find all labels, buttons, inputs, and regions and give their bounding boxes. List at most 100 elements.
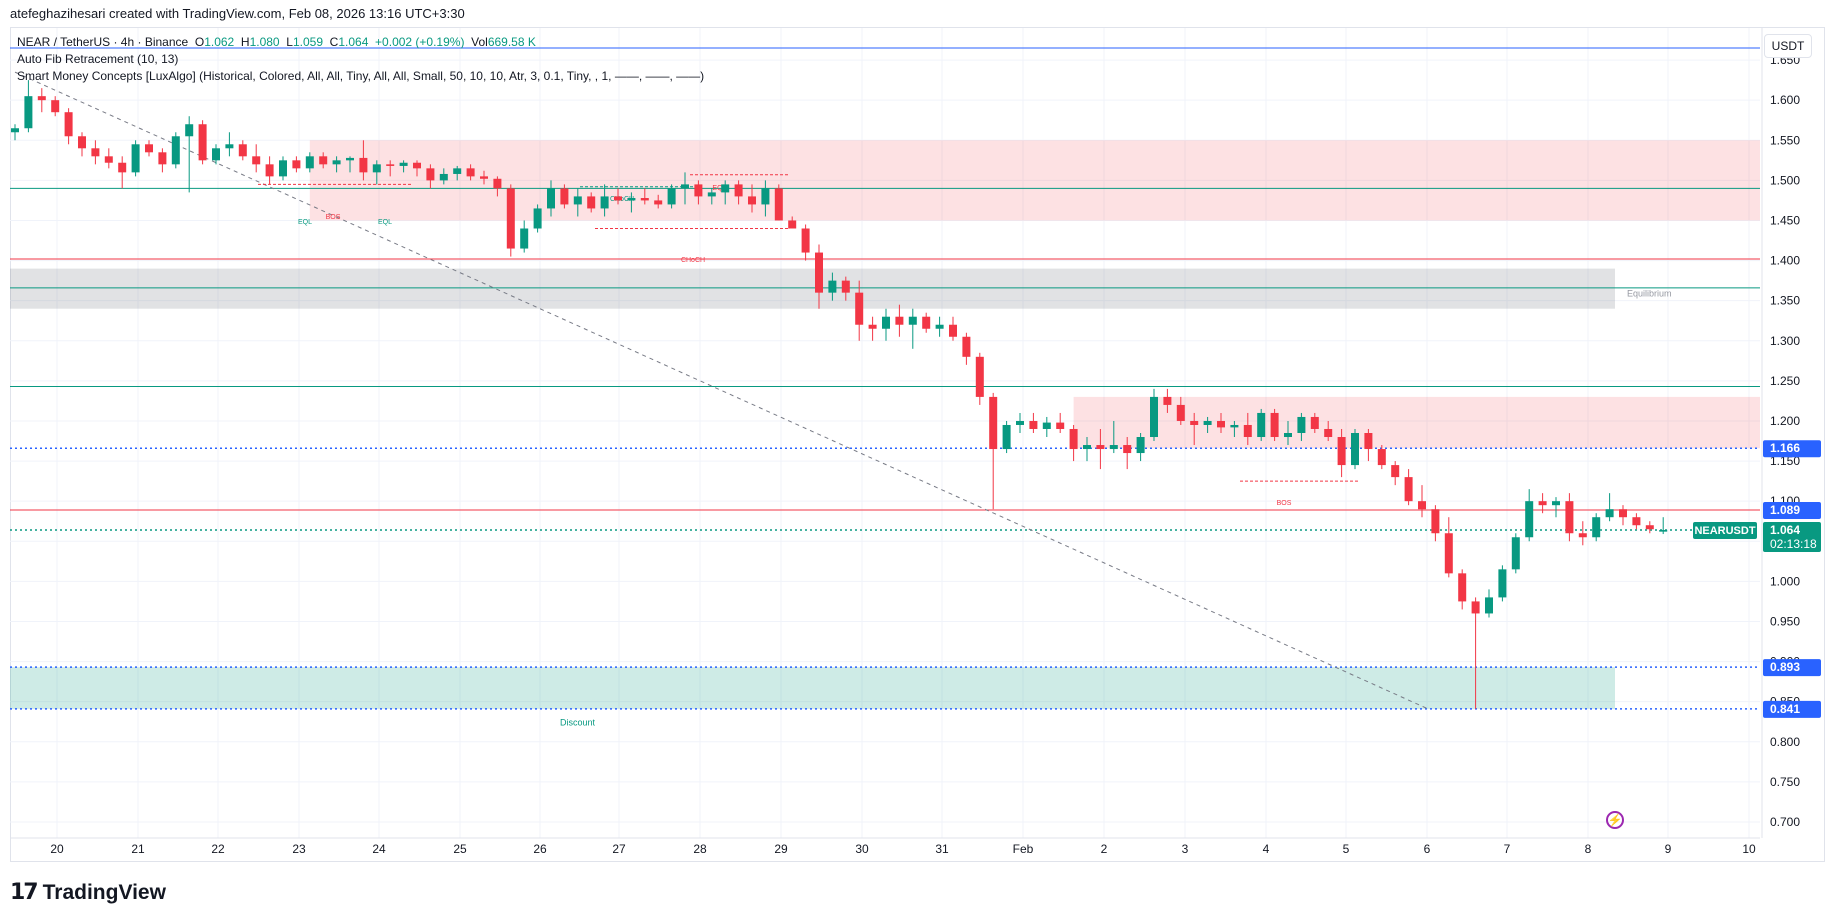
candle-body xyxy=(185,124,194,137)
y-tick-label: 1.400 xyxy=(1770,254,1800,268)
x-tick-label: 5 xyxy=(1343,842,1350,856)
candle-body xyxy=(91,148,100,157)
candle-body xyxy=(1096,445,1105,450)
candle-body xyxy=(413,162,421,169)
x-tick-label: 9 xyxy=(1665,842,1672,856)
candle-body xyxy=(1230,424,1239,428)
candle-body xyxy=(815,252,823,293)
chart-legend: NEAR / TetherUS · 4h · Binance O1.062 H1… xyxy=(17,34,704,85)
candle-body xyxy=(1150,396,1158,438)
candle-body xyxy=(654,200,663,205)
y-tick-label: 0.800 xyxy=(1770,735,1800,749)
candle-body xyxy=(1042,422,1051,429)
candle-body xyxy=(1391,465,1400,478)
candle-body xyxy=(694,184,703,197)
candle-body xyxy=(908,316,917,325)
candle-body xyxy=(265,164,274,177)
x-tick-label: 29 xyxy=(774,842,788,856)
price-tag-countdown: 02:13:18 xyxy=(1770,537,1817,551)
flash-icon[interactable]: ⚡ xyxy=(1606,811,1624,829)
candle-body xyxy=(855,292,864,325)
candle-body xyxy=(1029,420,1038,429)
change-value: +0.002 (+0.19%) xyxy=(375,35,465,49)
candle-body xyxy=(1511,537,1520,570)
x-tick-label: 6 xyxy=(1424,842,1431,856)
indicator-smc[interactable]: Smart Money Concepts [LuxAlgo] (Historic… xyxy=(17,69,705,83)
candle-body xyxy=(1257,412,1266,438)
candle-body xyxy=(774,188,783,221)
candle-body xyxy=(11,128,19,133)
symbol-title[interactable]: NEAR / TetherUS · 4h · Binance xyxy=(17,35,189,49)
y-tick-label: 1.300 xyxy=(1770,334,1800,348)
candle-body xyxy=(828,280,837,293)
candle-body xyxy=(1163,396,1172,405)
candle-body xyxy=(238,144,247,157)
y-tick-label: 1.500 xyxy=(1770,173,1800,187)
equilibrium-zone xyxy=(10,268,1615,309)
x-tick-label: 24 xyxy=(372,842,386,856)
y-tick-label: 1.350 xyxy=(1770,294,1800,308)
y-tick-label: 1.600 xyxy=(1770,93,1800,107)
y-tick-label: 0.750 xyxy=(1770,775,1800,789)
candle-body xyxy=(600,196,609,209)
candle-body xyxy=(882,316,890,329)
candle-body xyxy=(1123,445,1132,454)
indicator-fib[interactable]: Auto Fib Retracement (10, 13) xyxy=(17,52,179,66)
candle-body xyxy=(667,188,676,205)
symbol-tag-label: NEARUSDT xyxy=(1694,525,1755,537)
x-tick-label: 8 xyxy=(1585,842,1592,856)
candle-body xyxy=(372,164,381,173)
x-tick-label: 4 xyxy=(1263,842,1270,856)
x-tick-label: 25 xyxy=(453,842,467,856)
open-label: O xyxy=(194,35,205,49)
candle-body xyxy=(962,336,971,357)
candle-body xyxy=(1471,601,1480,614)
candle-body xyxy=(439,173,448,181)
candle-body xyxy=(707,192,716,197)
close-label: C xyxy=(329,35,339,49)
candle-body xyxy=(292,160,301,169)
y-tick-label: 1.550 xyxy=(1770,133,1800,147)
premium-zone xyxy=(309,140,1760,221)
candle-body xyxy=(346,157,354,161)
candle-body xyxy=(1056,422,1065,429)
x-tick-label: 2 xyxy=(1101,842,1108,856)
candle-body xyxy=(801,228,810,253)
candle-body xyxy=(734,184,743,197)
candle-body xyxy=(359,157,368,173)
x-tick-label: 27 xyxy=(612,842,626,856)
candle-body xyxy=(305,156,314,169)
candle-body xyxy=(587,196,596,209)
candle-body xyxy=(1538,501,1547,506)
candle-body xyxy=(627,198,636,201)
low-label: L xyxy=(286,35,293,49)
candle-body xyxy=(1565,501,1574,534)
candle-body xyxy=(922,316,931,329)
chart-frame xyxy=(10,27,1825,862)
y-tick-label: 1.200 xyxy=(1770,414,1800,428)
candle-body xyxy=(1364,433,1373,450)
x-tick-label: 3 xyxy=(1182,842,1189,856)
candle-body xyxy=(1498,569,1507,598)
brand-name: TradingView xyxy=(42,880,166,904)
candle-body xyxy=(761,188,770,205)
candle-body xyxy=(1404,477,1413,502)
candle-body xyxy=(51,100,60,113)
volume-value: 669.58 K xyxy=(487,35,536,49)
candle-body xyxy=(37,96,46,101)
candle-body xyxy=(506,188,515,249)
candle-body xyxy=(788,220,797,229)
candle-body xyxy=(1431,509,1440,534)
x-tick-label: 23 xyxy=(292,842,306,856)
candle-body xyxy=(252,156,261,165)
price-tag xyxy=(1763,700,1821,718)
discount-label: Discount xyxy=(560,718,596,728)
price-tag xyxy=(1763,501,1821,519)
y-tick-label: 0.950 xyxy=(1770,614,1800,628)
candle-body xyxy=(1243,424,1252,438)
currency-selector[interactable]: USDT xyxy=(1764,34,1812,58)
candle-body xyxy=(841,280,850,293)
candle-body xyxy=(895,316,904,325)
candle-body xyxy=(319,156,328,165)
